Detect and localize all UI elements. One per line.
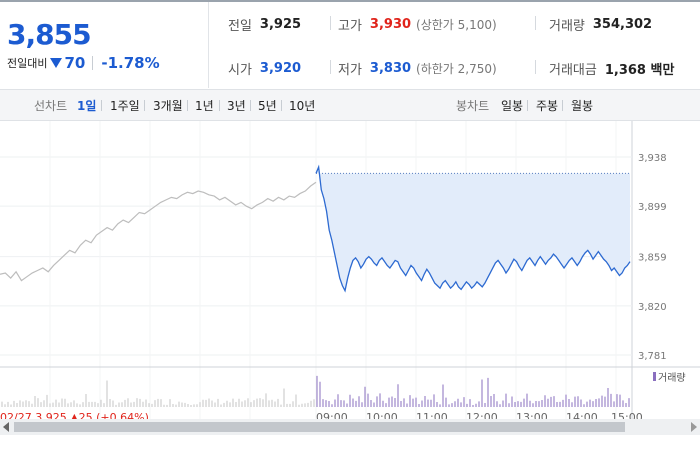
x-tick-label: 10:00 xyxy=(366,411,398,419)
x-tick-label: 13:00 xyxy=(516,411,548,419)
down-triangle-icon xyxy=(50,58,63,68)
y-tick-label: 3,938 xyxy=(638,153,667,164)
stat-volume: 거래량 354,302 xyxy=(549,15,652,34)
stat-prev-close: 전일 3,925 xyxy=(228,15,301,34)
top-border xyxy=(0,0,700,2)
low-value: 3,830 xyxy=(369,61,412,76)
stat-divider xyxy=(535,60,536,74)
change-label: 전일대비 xyxy=(7,57,48,70)
change-value: 70 xyxy=(64,54,86,72)
prev-close-label: 전일 xyxy=(228,19,252,34)
y-axis-panel xyxy=(632,121,700,419)
tab-10-years[interactable]: 10년 xyxy=(289,99,316,113)
y-tick-label: 3,859 xyxy=(638,253,667,264)
tab-1-day[interactable]: 1일 xyxy=(77,99,97,113)
tab-monthly-candle[interactable]: 월봉 xyxy=(571,99,594,113)
tab-divider xyxy=(281,100,282,111)
x-tick-label: 12:00 xyxy=(466,411,498,419)
tab-1-year[interactable]: 1년 xyxy=(195,99,214,113)
trade-value-value: 1,368 백만 xyxy=(604,63,675,78)
stat-open: 시가 3,920 xyxy=(228,59,301,78)
stat-trade-value: 거래대금 1,368 백만 xyxy=(549,59,674,78)
tab-divider xyxy=(187,100,188,111)
x-tick-label: 15:00 xyxy=(611,411,643,419)
x-tick-label: 09:00 xyxy=(316,411,348,419)
tab-weekly-candle[interactable]: 주봉 xyxy=(536,99,559,113)
volume-label: 거래량 xyxy=(549,19,585,34)
previous-session-line xyxy=(0,181,317,282)
stat-low: 저가 3,830 (하한가 2,750) xyxy=(338,59,497,78)
upper-limit: (상한가 5,100) xyxy=(416,18,497,32)
tab-3-years[interactable]: 3년 xyxy=(227,99,246,113)
lower-limit: (하한가 2,750) xyxy=(416,62,497,76)
tab-divider xyxy=(101,100,102,111)
y-tick-label: 3,781 xyxy=(638,351,667,362)
tab-divider xyxy=(562,100,563,111)
stats-grid: 전일 3,925 고가 3,930 (상한가 5,100) 거래량 354,30… xyxy=(209,2,700,88)
scroll-left-icon[interactable] xyxy=(3,422,9,432)
tab-1-week[interactable]: 1주일 xyxy=(110,99,140,113)
tab-daily-candle[interactable]: 일봉 xyxy=(501,99,524,113)
open-value: 3,920 xyxy=(259,61,302,76)
open-label: 시가 xyxy=(228,63,252,78)
today-price-line xyxy=(315,164,631,293)
stat-high: 고가 3,930 (상한가 5,100) xyxy=(338,15,497,34)
price-summary: 3,855 전일대비 70 -1.78% xyxy=(0,2,209,88)
tab-3-months[interactable]: 3개월 xyxy=(153,99,183,113)
tab-divider xyxy=(144,100,145,111)
x-tick-label: 14:00 xyxy=(566,411,598,419)
stat-divider xyxy=(535,16,536,30)
horizontal-scrollbar[interactable] xyxy=(0,419,700,435)
high-label: 고가 xyxy=(338,19,362,34)
trade-value-label: 거래대금 xyxy=(549,63,597,78)
price-chart: 3,938 3,899 3,859 3,820 3,781 거래량 10:00 11:00 12… xyxy=(0,121,700,419)
tab-divider xyxy=(527,100,528,111)
current-price: 3,855 xyxy=(7,18,92,51)
stat-divider xyxy=(330,16,331,30)
candle-chart-label: 봉차트 xyxy=(456,99,490,113)
x-tick-label: 11:00 xyxy=(416,411,448,419)
line-chart-label: 선차트 xyxy=(34,99,68,113)
tab-divider xyxy=(250,100,251,111)
change-percent: -1.78% xyxy=(101,54,160,72)
scroll-right-icon[interactable] xyxy=(691,422,697,432)
y-tick-label: 3,820 xyxy=(638,302,667,313)
change-row: 전일대비 70 -1.78% xyxy=(7,54,160,72)
stat-divider xyxy=(330,60,331,74)
volume-value: 354,302 xyxy=(592,17,653,32)
y-tick-label: 3,899 xyxy=(638,202,667,213)
prev-close-value: 3,925 xyxy=(259,17,302,32)
volume-legend-swatch xyxy=(653,372,656,381)
below-prev-close-area xyxy=(316,167,630,291)
previous-day-summary: 02/27 3,925 ▲25 (+0.64%) xyxy=(0,411,149,419)
tab-5-years[interactable]: 5년 xyxy=(258,99,277,113)
tab-divider xyxy=(219,100,220,111)
chart-tab-bar: 선차트 1일 1주일 3개월 1년 3년 5년 10년 봉차트 일봉 주봉 월봉 xyxy=(0,89,700,121)
volume-legend-label: 거래량 xyxy=(658,372,686,384)
low-label: 저가 xyxy=(338,63,362,78)
scroll-thumb[interactable] xyxy=(14,422,625,432)
change-divider xyxy=(92,56,94,70)
high-value: 3,930 xyxy=(369,17,412,32)
